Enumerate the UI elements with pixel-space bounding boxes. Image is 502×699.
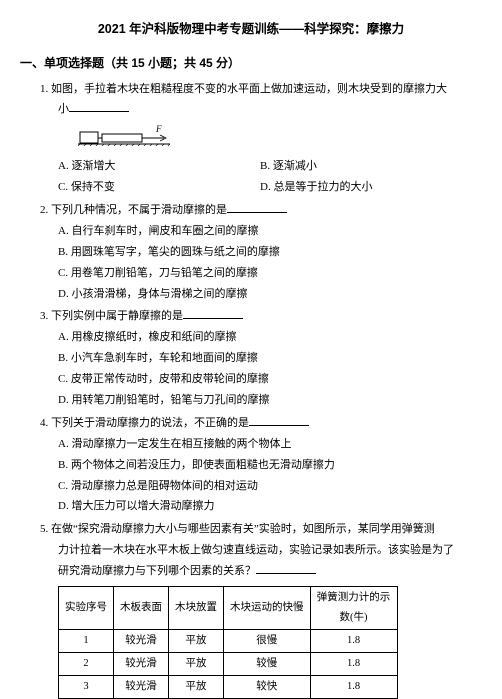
- q1-option-b: B. 逐渐减小: [260, 156, 462, 177]
- q3-stem-text: 3. 下列实例中属于静摩擦的是: [40, 310, 183, 322]
- doc-title: 2021 年沪科版物理中考专题训练——科学探究：摩擦力: [40, 18, 462, 42]
- q2-stem-text: 2. 下列几种情况，不属于滑动摩擦的是: [40, 204, 227, 216]
- q4-stem: 4. 下列关于滑动摩擦力的说法，不正确的是: [40, 413, 462, 434]
- q1-stem-line2: 小: [58, 99, 462, 120]
- q1-option-a: A. 逐渐增大: [58, 156, 260, 177]
- blank-line: [227, 202, 287, 213]
- cell: 3: [59, 675, 114, 698]
- cell: 较快: [224, 675, 311, 698]
- blank-line: [256, 563, 316, 574]
- q2-option-b: B. 用圆珠笔写字，笔尖的圆珠与纸之间的摩擦: [58, 242, 462, 263]
- q5-stem-text: 研究滑动摩擦力与下列哪个因素的关系？: [58, 565, 256, 577]
- blank-line: [69, 102, 129, 113]
- table-row: 3 较光滑 平放 较快 1.8: [59, 675, 398, 698]
- q5-stem-line2: 力计拉着一木块在水平木板上做匀速直线运动，实验记录如表所示。该实验是为了: [58, 540, 462, 561]
- blank-line: [249, 415, 309, 426]
- cell: 2: [59, 652, 114, 675]
- th-col4: 木块运动的快慢: [224, 587, 311, 630]
- q1-option-c: C. 保持不变: [58, 177, 260, 198]
- th-col2: 木板表面: [114, 587, 169, 630]
- th-col3: 木块放置: [169, 587, 224, 630]
- blank-line: [183, 309, 243, 320]
- cell: 较光滑: [114, 652, 169, 675]
- q2-option-a: A. 自行车刹车时，闸皮和车圈之间的摩擦: [58, 221, 462, 242]
- q1-figure: F: [78, 122, 462, 154]
- q5-data-table: 实验序号 木板表面 木块放置 木块运动的快慢 弹簧测力计的示数(牛) 1 较光滑…: [58, 586, 398, 699]
- cell: 1.8: [310, 652, 397, 675]
- q4-stem-text: 4. 下列关于滑动摩擦力的说法，不正确的是: [40, 417, 249, 429]
- th-col5: 弹簧测力计的示数(牛): [310, 587, 397, 630]
- q4-option-c: C. 滑动摩擦力总是阻碍物体间的相对运动: [58, 476, 462, 497]
- q2-option-d: D. 小孩滑滑梯，身体与滑梯之间的摩擦: [58, 284, 462, 305]
- q3-stem: 3. 下列实例中属于静摩擦的是: [40, 306, 462, 327]
- q5-stem-line3: 研究滑动摩擦力与下列哪个因素的关系？: [58, 561, 462, 582]
- q1-stem-text: 小: [58, 103, 69, 115]
- q2-option-c: C. 用卷笔刀削铅笔，刀与铅笔之间的摩擦: [58, 263, 462, 284]
- q3-option-d: D. 用转笔刀削铅笔时，铅笔与刀孔间的摩擦: [58, 390, 462, 411]
- q2-stem: 2. 下列几种情况，不属于滑动摩擦的是: [40, 200, 462, 221]
- q5-stem-line1: 5. 在做“探究滑动摩擦力大小与哪些因素有关”实验时，如图所示，某同学用弹簧测: [40, 519, 462, 540]
- q4-option-b: B. 两个物体之间若没压力，即使表面粗糙也无滑动摩擦力: [58, 455, 462, 476]
- table-header-row: 实验序号 木板表面 木块放置 木块运动的快慢 弹簧测力计的示数(牛): [59, 587, 398, 630]
- q3-option-b: B. 小汽车急刹车时，车轮和地面间的摩擦: [58, 348, 462, 369]
- section-header: 一、单项选择题（共 15 小题；共 45 分）: [20, 52, 462, 75]
- svg-text:F: F: [155, 124, 162, 134]
- q3-option-a: A. 用橡皮擦纸时，橡皮和纸间的摩擦: [58, 327, 462, 348]
- cell: 平放: [169, 652, 224, 675]
- q3-option-c: C. 皮带正常传动时，皮带和皮带轮间的摩擦: [58, 369, 462, 390]
- q1-stem-line1: 1. 如图，手拉着木块在粗糙程度不变的水平面上做加速运动，则木块受到的摩擦力大: [40, 79, 462, 100]
- cell: 平放: [169, 675, 224, 698]
- table-row: 2 较光滑 平放 较慢 1.8: [59, 652, 398, 675]
- cell: 较光滑: [114, 675, 169, 698]
- cell: 1.8: [310, 675, 397, 698]
- th-col1: 实验序号: [59, 587, 114, 630]
- q4-option-a: A. 滑动摩擦力一定发生在相互接触的两个物体上: [58, 434, 462, 455]
- q4-option-d: D. 增大压力可以增大滑动摩擦力: [58, 496, 462, 517]
- q1-option-d: D. 总是等于拉力的大小: [260, 177, 462, 198]
- cell: 较慢: [224, 652, 311, 675]
